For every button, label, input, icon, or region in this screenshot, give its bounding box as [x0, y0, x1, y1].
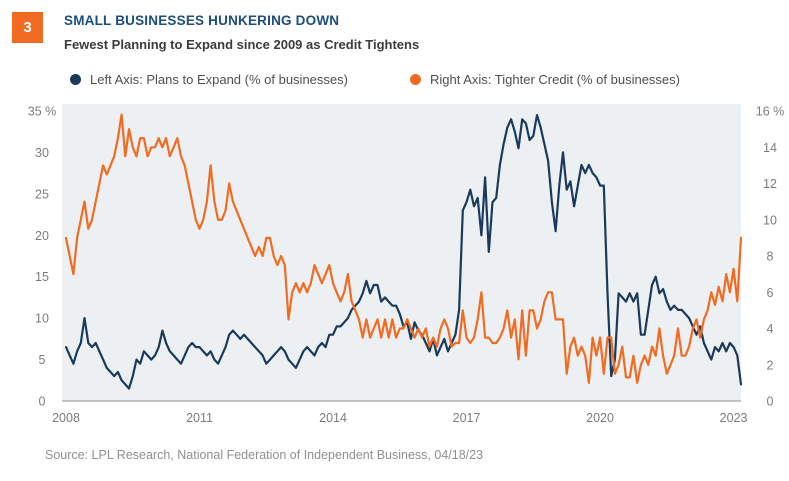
legend-item-plans-to-expand: Left Axis: Plans to Expand (% of busines… [70, 70, 348, 88]
x-axis-tick-label: 2023 [720, 411, 748, 425]
legend-item-tighter-credit: Right Axis: Tighter Credit (% of busines… [410, 70, 680, 88]
tighter-credit-line [64, 113, 743, 384]
right-axis-tick-label: 10 [763, 213, 777, 227]
figure-number-badge: 3 [12, 12, 43, 43]
legend-dot-icon [410, 73, 421, 85]
left-axis-tick-label: 0 [39, 395, 46, 409]
right-axis-tick-label: 12 [763, 177, 777, 191]
chart-subtitle: Fewest Planning to Expand since 2009 as … [64, 37, 420, 52]
right-axis-tick-label: 8 [767, 250, 774, 264]
x-axis-tick-label: 2014 [319, 411, 347, 425]
left-axis-tick-label: 35 % [28, 105, 57, 119]
x-axis-tick-label: 2020 [586, 411, 614, 425]
chart-title: SMALL BUSINESSES HUNKERING DOWN [64, 13, 340, 28]
right-axis-tick-label: 14 [763, 141, 777, 155]
x-axis-tick-label: 2008 [52, 411, 80, 425]
left-axis-tick-label: 5 [39, 353, 46, 367]
plot-area [62, 104, 741, 401]
legend-label: Left Axis: Plans to Expand (% of busines… [90, 71, 348, 87]
legend: Left Axis: Plans to Expand (% of busines… [0, 70, 789, 88]
left-axis-labels: 35 % 30 25 20 15 10 5 0 [28, 105, 57, 409]
right-axis-tick-label: 0 [767, 395, 774, 409]
legend-dot-icon [70, 73, 81, 85]
left-axis-tick-label: 15 [35, 270, 49, 284]
x-axis-tick-label: 2017 [453, 411, 481, 425]
right-axis-tick-label: 4 [767, 322, 774, 336]
left-axis-tick-label: 10 [35, 312, 49, 326]
right-axis-tick-label: 6 [767, 286, 774, 300]
x-axis-labels: 2008 2011 2014 2017 2020 2023 [52, 411, 747, 425]
source-note: Source: LPL Research, National Federatio… [45, 448, 484, 462]
left-axis-tick-label: 30 [35, 146, 49, 160]
left-axis-tick-label: 20 [35, 229, 49, 243]
right-axis-tick-label: 16 % [756, 105, 785, 119]
right-axis-labels: 16 % 14 12 10 8 6 4 2 0 [756, 105, 785, 409]
left-axis-tick-label: 25 [35, 187, 49, 201]
right-axis-tick-label: 2 [767, 358, 774, 372]
x-axis-tick-label: 2011 [186, 411, 213, 425]
legend-label: Right Axis: Tighter Credit (% of busines… [430, 71, 680, 87]
